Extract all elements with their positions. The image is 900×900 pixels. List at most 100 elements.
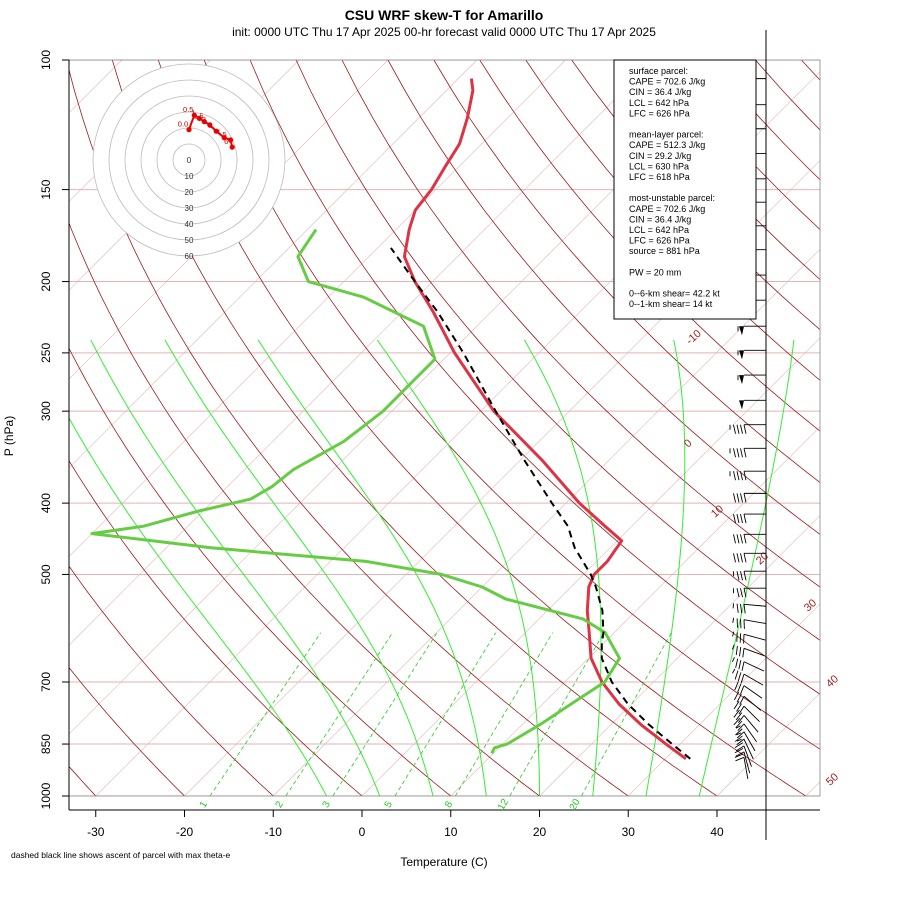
x-tick-label: -10 — [265, 825, 283, 839]
moist-adiabat — [257, 339, 487, 796]
temperature-line — [402, 78, 687, 761]
wind-barb — [733, 587, 766, 598]
barb-full — [735, 645, 738, 656]
hodograph-ring — [172, 143, 206, 177]
isotherm-line — [69, 60, 211, 202]
barb-full — [737, 723, 745, 731]
info-line: CIN = 29.2 J/kg — [629, 151, 691, 161]
x-tick-label: 20 — [533, 825, 547, 839]
hodograph-point-label: 2 — [202, 115, 206, 124]
wind-barb — [729, 424, 766, 434]
barb-full — [737, 672, 742, 682]
mixing-ratio-label: 8 — [443, 799, 456, 810]
barb-full — [734, 670, 739, 680]
wind-barb — [729, 470, 766, 481]
barb-half — [732, 631, 735, 637]
barb-full — [734, 753, 744, 758]
barb-shaft — [743, 673, 764, 686]
hodograph-point-label: 6 — [224, 137, 228, 146]
barb-full — [735, 728, 743, 736]
info-line: CIN = 36.4 J/kg — [629, 87, 691, 97]
barb-full — [733, 471, 736, 481]
dry-adiabat — [433, 60, 820, 483]
info-line: LFC = 618 hPa — [629, 172, 690, 182]
barb-shaft — [743, 738, 754, 760]
dry-adiabat — [69, 68, 629, 796]
isotherm-label: 0 — [682, 437, 695, 450]
barb-full — [740, 534, 743, 544]
wind-barb — [737, 349, 766, 360]
dry-adiabat — [203, 60, 820, 750]
barb-full — [736, 693, 742, 703]
barb-full — [737, 683, 742, 693]
hodograph-point-label: 1 — [191, 108, 195, 117]
barb-shaft — [743, 751, 751, 774]
y-tick-label: 850 — [39, 734, 53, 754]
dry-adiabat — [69, 666, 185, 796]
barb-full — [740, 471, 743, 481]
barb-full — [740, 571, 743, 581]
wind-barb — [733, 533, 766, 544]
barb-flag — [739, 350, 744, 360]
barb-full — [735, 720, 743, 729]
y-tick-label: 100 — [39, 50, 53, 70]
barb-shaft — [743, 661, 765, 672]
barb-full — [743, 493, 747, 503]
barb-shaft — [743, 647, 765, 657]
chart-title: CSU WRF skew-T for Amarillo — [345, 7, 544, 23]
hodograph-ring-label: 40 — [185, 220, 194, 229]
barb-full — [740, 493, 743, 503]
barb-full — [733, 514, 736, 524]
wind-barb — [733, 717, 757, 743]
barb-full — [736, 514, 740, 524]
mixing-ratio-line — [394, 632, 497, 796]
dry-adiabat — [69, 459, 363, 796]
moist-adiabat — [376, 339, 540, 796]
barb-full — [736, 493, 740, 503]
isotherm-label: 50 — [824, 771, 841, 788]
barb-flag — [739, 400, 744, 410]
y-tick-label: 400 — [39, 493, 53, 513]
info-line: LCL = 642 hPa — [629, 225, 689, 235]
wind-barb — [733, 552, 766, 563]
barb-full — [739, 647, 742, 657]
info-line: LFC = 626 hPa — [629, 108, 690, 118]
wind-barb — [734, 748, 751, 774]
info-line: LFC = 626 hPa — [629, 236, 690, 246]
barb-full — [735, 756, 745, 762]
wind-barb — [733, 700, 760, 723]
barb-full — [743, 571, 747, 581]
info-line: mean-layer parcel: — [629, 130, 704, 140]
barb-half — [736, 732, 742, 736]
info-line: LCL = 642 hPa — [629, 98, 689, 108]
dry-adiabat — [69, 222, 540, 796]
info-line — [629, 119, 632, 129]
wind-barb — [732, 603, 766, 614]
barb-full — [736, 534, 740, 544]
dewpoint-line — [90, 228, 621, 754]
dry-adiabat — [847, 60, 900, 796]
hodograph-background — [93, 64, 285, 256]
info-box-text: surface parcel: CAPE = 702.6 J/kg CIN = 36… — [629, 66, 720, 309]
info-box-frame — [613, 59, 757, 320]
y-tick-label: 500 — [39, 564, 53, 584]
mixing-ratio-line — [285, 632, 393, 796]
barb-full — [733, 534, 736, 544]
barb-full — [733, 691, 740, 701]
x-tick-label: 40 — [710, 825, 724, 839]
hodograph-ring-label: 0 — [187, 156, 192, 165]
barb-half — [732, 668, 736, 674]
wind-barb — [732, 617, 766, 629]
barb-full — [733, 553, 736, 563]
barb-full — [735, 745, 745, 752]
isotherm-line — [539, 515, 820, 796]
barb-full — [743, 604, 746, 614]
barb-full — [740, 673, 745, 684]
chart-subtitle: init: 0000 UTC Thu 17 Apr 2025 00-hr for… — [232, 25, 656, 39]
mixing-ratio-label: 2 — [274, 799, 287, 810]
barb-full — [733, 700, 740, 710]
barb-full — [736, 571, 740, 581]
barb-full — [733, 424, 736, 434]
hodograph-ring-label: 60 — [185, 252, 194, 261]
isotherm-line — [69, 60, 477, 469]
